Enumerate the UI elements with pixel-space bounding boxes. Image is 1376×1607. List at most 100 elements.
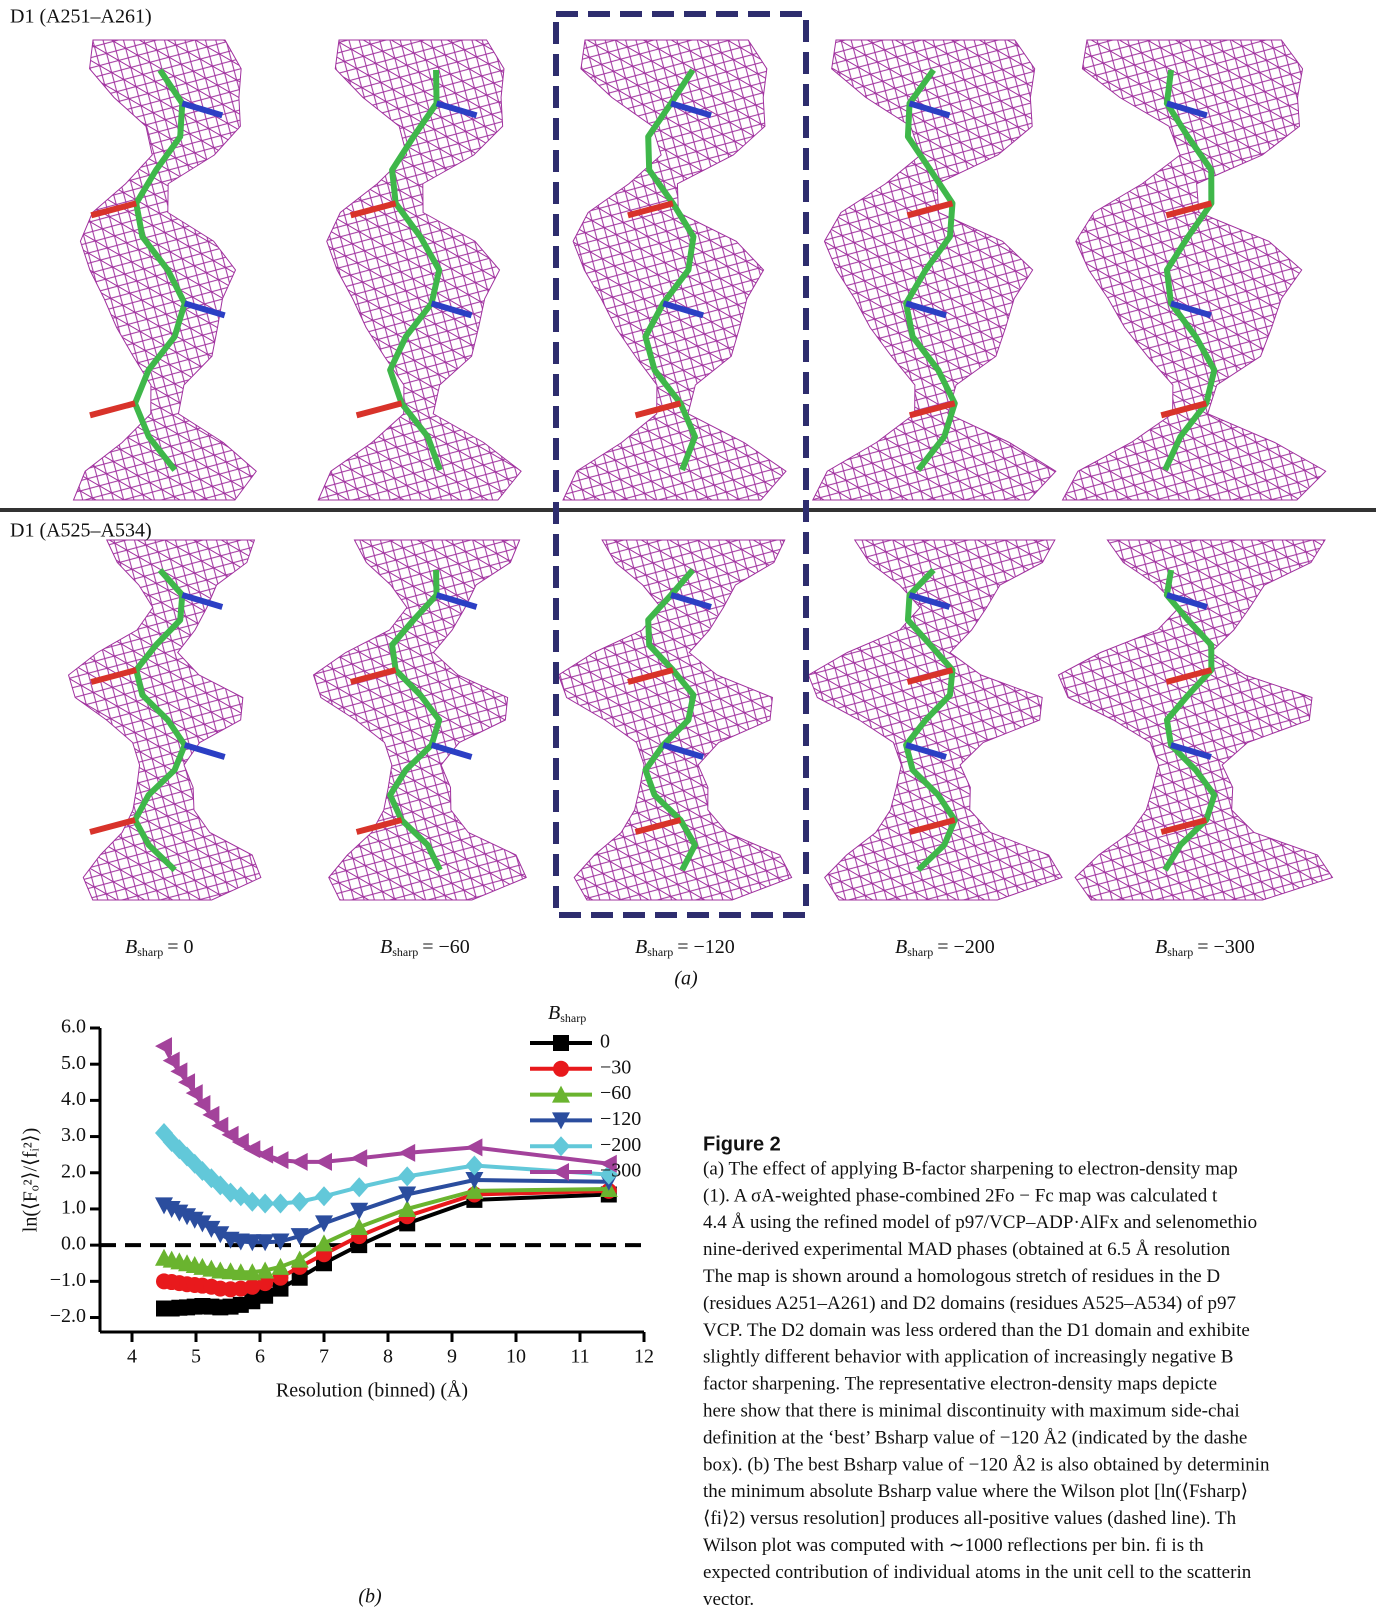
marker: [243, 1263, 262, 1281]
side-chain: [183, 742, 226, 760]
side-chain: [670, 592, 712, 610]
caption-line: here show that there is minimal disconti…: [703, 1400, 1240, 1421]
caption-line: vector.: [703, 1589, 754, 1607]
marker: [178, 1073, 196, 1092]
bsharp-sub: sharp: [392, 945, 418, 959]
marker: [193, 1215, 212, 1233]
density-mesh: [557, 539, 793, 901]
legend-label: −200: [600, 1134, 641, 1156]
side-chain: [183, 300, 226, 319]
row-label: D1 (A525–A534): [10, 520, 152, 542]
bsharp-symbol: B: [895, 936, 907, 958]
x-tick-label: 9: [447, 1346, 457, 1368]
marker: [243, 1234, 262, 1252]
side-chain: [355, 817, 403, 835]
marker: [256, 1145, 274, 1164]
marker: [315, 1186, 333, 1207]
side-chain: [90, 200, 137, 219]
marker: [202, 1105, 220, 1124]
x-tick-label: 12: [634, 1346, 654, 1368]
side-chain: [1165, 200, 1213, 219]
marker: [155, 1037, 172, 1056]
bsharp-sub: sharp: [137, 945, 163, 959]
bsharp-value: = −200: [937, 936, 995, 958]
marker: [599, 1154, 617, 1173]
side-chain: [435, 592, 478, 610]
marker: [553, 1060, 569, 1077]
caption-line: the minimum absolute Bsharp value where …: [703, 1481, 1248, 1502]
bsharp-value: = 0: [167, 936, 193, 958]
side-chain: [181, 100, 224, 119]
bsharp-label: Bsharp = −60: [380, 936, 470, 959]
side-chain: [905, 742, 947, 760]
caption-line: (1). A σA-weighted phase-combined 2Fo − …: [703, 1185, 1218, 1206]
y-tick-label: 0.0: [61, 1233, 86, 1255]
bsharp-value: = −60: [422, 936, 470, 958]
caption-line: (residues A251–A261) and D2 domains (res…: [703, 1293, 1236, 1314]
bsharp-sub: sharp: [647, 945, 673, 959]
marker: [398, 1166, 417, 1187]
side-chain: [181, 592, 224, 610]
side-chain: [908, 817, 956, 835]
bsharp-label: Bsharp = −120: [635, 936, 735, 959]
y-tick-label: −1.0: [50, 1269, 86, 1291]
side-chain: [670, 100, 712, 119]
caption-line: (a) The effect of applying B-factor shar…: [703, 1158, 1238, 1179]
bsharp-symbol: B: [1155, 936, 1167, 958]
row-label: D1 (A251–A261): [10, 6, 152, 28]
marker: [350, 1202, 369, 1220]
marker: [162, 1051, 180, 1070]
panel-label: (a): [674, 968, 698, 990]
side-chain: [1165, 592, 1208, 610]
caption-line: VCP. The D2 domain was less ordered than…: [703, 1320, 1250, 1341]
marker: [271, 1193, 290, 1214]
marker: [211, 1226, 230, 1244]
density-mesh: [312, 539, 527, 901]
side-chain: [430, 300, 473, 319]
marker: [244, 1278, 261, 1295]
side-chain: [627, 667, 674, 685]
marker: [465, 1172, 484, 1189]
side-chain: [906, 667, 954, 685]
marker: [257, 1275, 274, 1292]
side-chain: [1170, 742, 1212, 760]
legend-title-sub: sharp: [560, 1011, 586, 1025]
y-tick-label: 5.0: [61, 1052, 86, 1074]
legend-label: −300: [600, 1160, 641, 1182]
marker: [315, 1234, 333, 1252]
legend-label: −30: [600, 1056, 631, 1078]
bsharp-symbol: B: [635, 936, 647, 958]
side-chain: [662, 742, 705, 760]
density-mesh: [807, 539, 1063, 901]
panel-label: (b): [358, 1586, 382, 1607]
marker: [271, 1233, 290, 1251]
side-chain: [908, 400, 956, 419]
marker: [552, 1163, 569, 1181]
bsharp-sub: sharp: [1167, 945, 1193, 959]
y-tick-label: 4.0: [61, 1088, 86, 1110]
marker: [231, 1263, 250, 1281]
side-chain: [905, 300, 947, 319]
side-chain: [634, 817, 682, 835]
legend-label: −60: [600, 1082, 631, 1104]
marker: [257, 1287, 274, 1304]
x-tick-label: 11: [570, 1346, 589, 1368]
marker: [465, 1138, 483, 1157]
marker: [552, 1085, 570, 1103]
marker: [256, 1193, 275, 1214]
marker: [185, 1084, 203, 1103]
side-chain: [1170, 300, 1212, 319]
marker: [350, 1149, 368, 1168]
marker: [271, 1257, 290, 1275]
marker: [221, 1125, 239, 1144]
y-tick-label: 6.0: [61, 1016, 86, 1038]
marker: [243, 1191, 262, 1212]
side-chain: [90, 667, 137, 685]
side-chain: [349, 200, 397, 219]
caption-line: 4.4 Å using the refined model of p97/VCP…: [703, 1212, 1257, 1233]
side-chain: [430, 742, 473, 760]
caption-line: Wilson plot was computed with ∼1000 refl…: [703, 1535, 1204, 1556]
side-chain: [89, 817, 136, 835]
side-chain: [627, 200, 674, 219]
